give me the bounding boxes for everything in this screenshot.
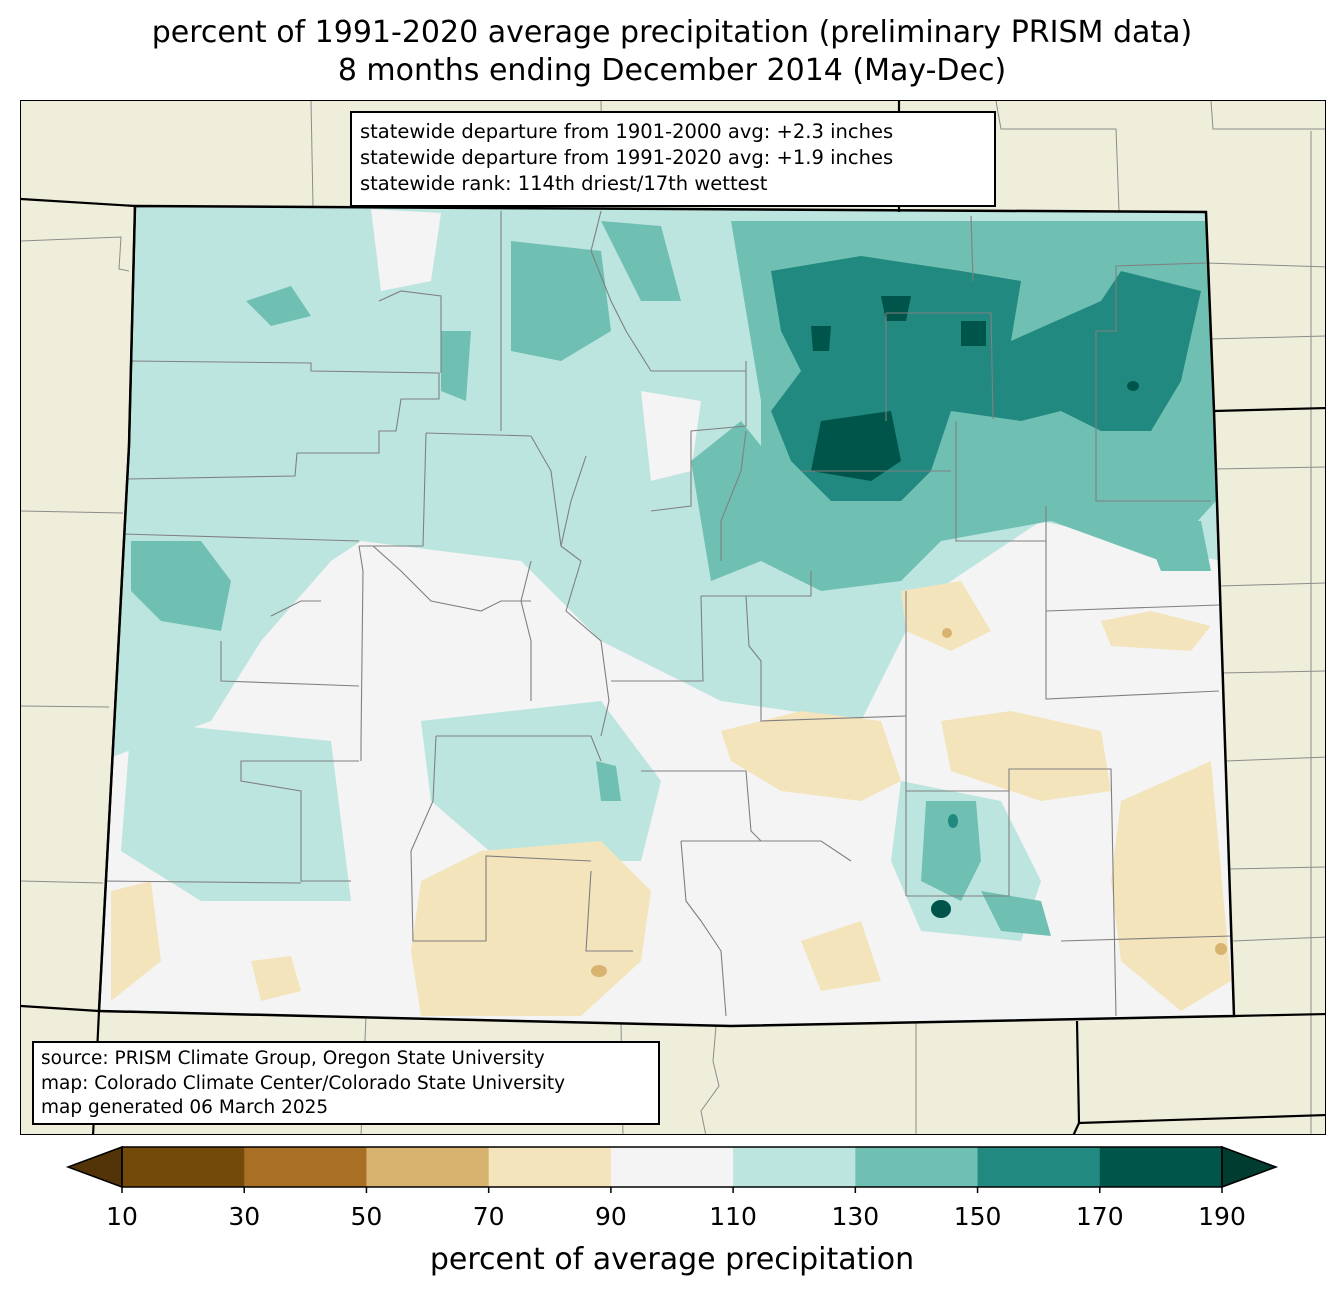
credit-generated: map generated 06 March 2025: [41, 1097, 329, 1118]
colorbar-over-arrow: [1221, 1145, 1279, 1189]
colorbar-tick-label: 30: [228, 1202, 261, 1231]
colorbar: [65, 1145, 1279, 1193]
colorbar-tick-label: 70: [472, 1202, 505, 1231]
credits-box: source: PRISM Climate Group, Oregon Stat…: [32, 1041, 660, 1125]
stats-rank: statewide rank: 114th driest/17th wettes…: [360, 172, 768, 195]
county-lines: [102, 210, 1232, 1017]
colorbar-label: percent of average precipitation: [429, 1242, 915, 1277]
colorbar-bin-30-50: [244, 1147, 367, 1187]
stats-departure-1901-2000: statewide departure from 1901-2000 avg: …: [360, 120, 894, 143]
colorbar-tick-label: 150: [953, 1202, 1002, 1231]
colorbar-bin-50-70: [366, 1147, 490, 1187]
credit-source: source: PRISM Climate Group, Oregon Stat…: [41, 1048, 545, 1069]
colorbar-bin-170-190: [1099, 1147, 1223, 1187]
credit-map: map: Colorado Climate Center/Colorado St…: [41, 1072, 566, 1094]
map-title-line-2: 8 months ending December 2014 (May-Dec): [337, 53, 1007, 88]
colorbar-tick-label: 90: [594, 1202, 627, 1231]
colorbar-frame: [121, 1146, 1223, 1188]
colorbar-bin-70-90: [488, 1147, 612, 1187]
colorbar-bin-150-170: [977, 1147, 1101, 1187]
colorbar-bin-90-110: [610, 1147, 734, 1187]
colorbar-tick-label: 130: [831, 1202, 880, 1231]
precipitation-map: [21, 101, 1325, 1134]
stats-departure-1991-2020: statewide departure from 1991-2020 avg: …: [360, 146, 894, 169]
colorbar-tick-label: 50: [350, 1202, 383, 1231]
colorbar-tick-label: 110: [709, 1202, 757, 1231]
precipitation-field: [99, 206, 1234, 1026]
colorbar-bin-10-30: [122, 1147, 245, 1187]
colorbar-tick-label: 10: [106, 1202, 138, 1231]
colorbar-tick-label: 190: [1198, 1202, 1246, 1231]
colorbar-bin-110-130: [733, 1147, 856, 1187]
map-panel: [20, 100, 1326, 1135]
map-title-line-1: percent of 1991-2020 average precipitati…: [151, 15, 1193, 50]
colorbar-under-arrow: [65, 1145, 123, 1189]
colorbar-bin-130-150: [855, 1147, 979, 1187]
colorbar-tick-label: 170: [1075, 1202, 1124, 1231]
statewide-stats-box: statewide departure from 1901-2000 avg: …: [350, 111, 996, 207]
